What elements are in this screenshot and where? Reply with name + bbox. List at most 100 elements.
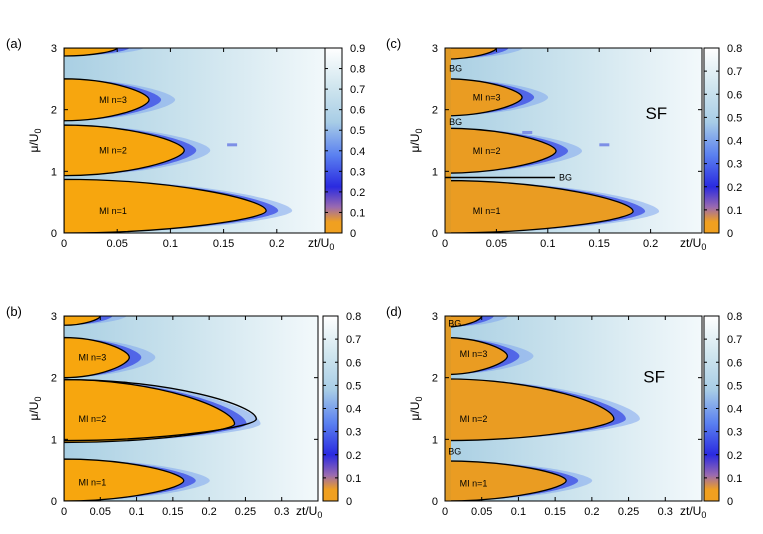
- y-axis-label-sub: 0: [33, 129, 43, 134]
- colorbar-tick-label: 0.6: [727, 357, 742, 369]
- colorbar-tick-label: 0: [727, 228, 733, 240]
- colorbar-tick-label: 0.5: [727, 112, 742, 124]
- colorbar-tick-label: 0.8: [727, 43, 742, 55]
- mott-lobe-label: MI n=1: [460, 479, 488, 489]
- x-axis-label-sub: 0: [317, 510, 322, 520]
- plot-area: [64, 48, 330, 233]
- bose-glass-label: BG: [448, 318, 461, 328]
- colorbar-fill: [704, 316, 719, 501]
- x-tick-label: 0.15: [162, 506, 183, 518]
- x-tick-label: 0.1: [129, 506, 144, 518]
- colorbar-tick-label: 0.5: [346, 380, 361, 392]
- y-axis-label: μ/U0: [27, 129, 43, 153]
- bose-glass-strip: [445, 48, 451, 233]
- mott-lobe: [445, 460, 567, 501]
- x-axis-label-main: zt/U: [680, 504, 701, 518]
- colorbar-tick-label: 0.6: [350, 105, 365, 117]
- x-axis-label-sub: 0: [701, 510, 706, 520]
- panel-label: (c): [386, 36, 401, 51]
- x-tick-label: 0: [61, 506, 67, 518]
- x-axis-label-main: zt/U: [296, 504, 317, 518]
- x-axis-label-sub: 0: [701, 242, 706, 252]
- x-tick-label: 0.15: [588, 238, 609, 250]
- colorbar-tick-label: 0.4: [727, 404, 742, 416]
- y-axis-label: μ/U0: [408, 397, 424, 421]
- mott-lobe-label: MI n=2: [79, 414, 107, 424]
- colorbar-tick-label: 0.4: [346, 404, 361, 416]
- mott-lobe-label: MI n=3: [460, 349, 488, 359]
- colorbar-tick-label: 0.3: [727, 159, 742, 171]
- colorbar-tick-label: 0.7: [727, 66, 742, 78]
- panel-1: 0 0.05 0.1 0.15 0.2 0.25 0.30123zt/U0μ/U0(b)MI…: [6, 304, 361, 520]
- dash-mark: [522, 130, 533, 134]
- panel-label: (d): [386, 304, 402, 319]
- colorbar-tick-label: 0.6: [346, 357, 361, 369]
- y-tick-label: 2: [51, 373, 57, 385]
- colorbar-tick-label: 0.2: [346, 450, 361, 462]
- plot-frame: [444, 315, 703, 502]
- y-tick-label: 3: [51, 311, 57, 323]
- y-axis-label-sub: 0: [414, 129, 424, 134]
- y-tick-label: 0: [51, 228, 57, 240]
- colorbar-tick-label: 0: [350, 228, 356, 240]
- mott-lobe: [64, 124, 185, 177]
- x-tick-label: 0.3: [274, 506, 289, 518]
- plot-area: [64, 316, 318, 501]
- mott-lobe: [445, 179, 634, 233]
- colorbar-tick-label: 0.8: [346, 311, 361, 323]
- y-axis-label-main: μ/U: [408, 402, 422, 421]
- y-axis-label: μ/U0: [27, 397, 43, 421]
- colorbar-tick-label: 0.8: [727, 311, 742, 323]
- panel-3: 0 0.05 0.1 0.15 0.2 0.25 0.30123zt/U0μ/U0(d)MI…: [386, 304, 742, 520]
- x-tick-label: 0.2: [269, 238, 284, 250]
- colorbar-tick-label: 0.3: [346, 427, 361, 439]
- x-tick-label: 0.1: [163, 238, 178, 250]
- y-axis-label: μ/U0: [408, 129, 424, 153]
- mott-lobe: [445, 78, 523, 117]
- y-tick-label: 3: [432, 43, 438, 55]
- colorbar-fill: [704, 48, 719, 233]
- y-tick-label: 2: [432, 105, 438, 117]
- colorbar-tick-label: 0.2: [727, 450, 742, 462]
- colorbar-tick-label: 0.7: [346, 334, 361, 346]
- superfluid-label: SF: [645, 104, 667, 123]
- colorbar-tick-label: 0.9: [350, 43, 365, 55]
- colorbar-tick-label: 0.5: [350, 125, 365, 137]
- colorbar-tick-label: 0.1: [727, 473, 742, 485]
- x-tick-label: 0.25: [235, 506, 256, 518]
- mott-lobe-label: MI n=3: [99, 95, 127, 105]
- mott-lobe-label: MI n=2: [460, 414, 488, 424]
- x-axis-label: zt/U0: [680, 236, 706, 252]
- y-tick-label: 3: [51, 43, 57, 55]
- y-tick-label: 1: [51, 166, 57, 178]
- superfluid-label: SF: [643, 368, 665, 387]
- x-axis-label: zt/U0: [308, 236, 334, 252]
- y-axis-label-main: μ/U: [408, 134, 422, 153]
- x-axis-label: zt/U0: [296, 504, 322, 520]
- bose-glass-label: BG: [448, 447, 461, 457]
- dash-mark: [599, 143, 610, 147]
- colorbar-tick-label: 0.7: [350, 84, 365, 96]
- colorbar-tick-label: 0.6: [727, 89, 742, 101]
- y-tick-label: 2: [51, 105, 57, 117]
- x-tick-label: 0.05: [471, 506, 492, 518]
- colorbar-tick-label: 0.3: [727, 427, 742, 439]
- colorbar-tick-label: 0.5: [727, 380, 742, 392]
- mott-lobe-label: MI n=1: [473, 206, 501, 216]
- mott-lobe: [445, 336, 509, 376]
- plot-frame: [444, 47, 703, 234]
- y-tick-label: 1: [51, 434, 57, 446]
- colorbar-tick-label: 0.3: [350, 166, 365, 178]
- mott-lobe: [64, 316, 101, 326]
- y-tick-label: 1: [432, 166, 438, 178]
- y-tick-label: 0: [432, 496, 438, 508]
- y-tick-label: 2: [432, 373, 438, 385]
- colorbar-tick-label: 0: [346, 496, 352, 508]
- colorbar-tick-label: 0.4: [727, 136, 742, 148]
- mott-lobe: [445, 127, 557, 174]
- mott-lobe-label: MI n=3: [473, 92, 501, 102]
- x-tick-label: 0: [442, 506, 448, 518]
- mott-lobe: [64, 378, 236, 444]
- bose-glass-label: BG: [449, 117, 462, 127]
- plot-frame: [63, 315, 319, 502]
